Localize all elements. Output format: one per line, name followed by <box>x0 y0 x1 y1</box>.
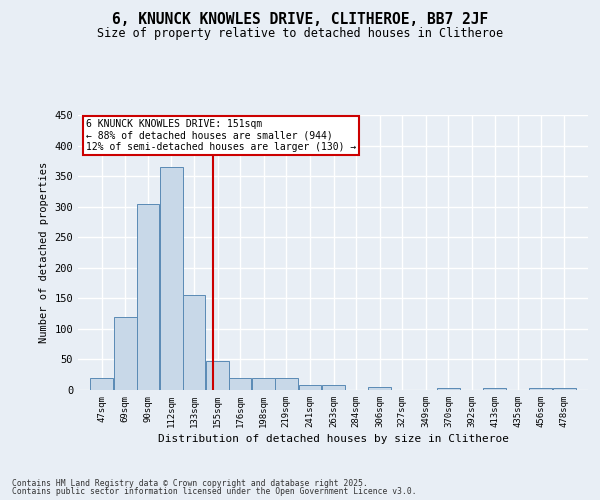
Bar <box>368 387 391 390</box>
Bar <box>299 385 321 390</box>
Y-axis label: Number of detached properties: Number of detached properties <box>39 162 49 343</box>
Bar <box>275 378 298 390</box>
Bar <box>206 360 229 390</box>
Bar <box>229 378 251 390</box>
Bar <box>182 296 205 390</box>
Bar <box>253 378 275 390</box>
Bar <box>529 388 552 390</box>
Bar <box>91 378 113 390</box>
Text: 6 KNUNCK KNOWLES DRIVE: 151sqm
← 88% of detached houses are smaller (944)
12% of: 6 KNUNCK KNOWLES DRIVE: 151sqm ← 88% of … <box>86 119 356 152</box>
Text: Contains HM Land Registry data © Crown copyright and database right 2025.: Contains HM Land Registry data © Crown c… <box>12 478 368 488</box>
X-axis label: Distribution of detached houses by size in Clitheroe: Distribution of detached houses by size … <box>157 434 509 444</box>
Text: Contains public sector information licensed under the Open Government Licence v3: Contains public sector information licen… <box>12 487 416 496</box>
Bar <box>322 385 345 390</box>
Bar <box>137 204 159 390</box>
Bar <box>484 388 506 390</box>
Bar <box>114 316 137 390</box>
Bar <box>160 167 182 390</box>
Bar <box>553 388 575 390</box>
Text: Size of property relative to detached houses in Clitheroe: Size of property relative to detached ho… <box>97 28 503 40</box>
Bar <box>437 388 460 390</box>
Text: 6, KNUNCK KNOWLES DRIVE, CLITHEROE, BB7 2JF: 6, KNUNCK KNOWLES DRIVE, CLITHEROE, BB7 … <box>112 12 488 28</box>
